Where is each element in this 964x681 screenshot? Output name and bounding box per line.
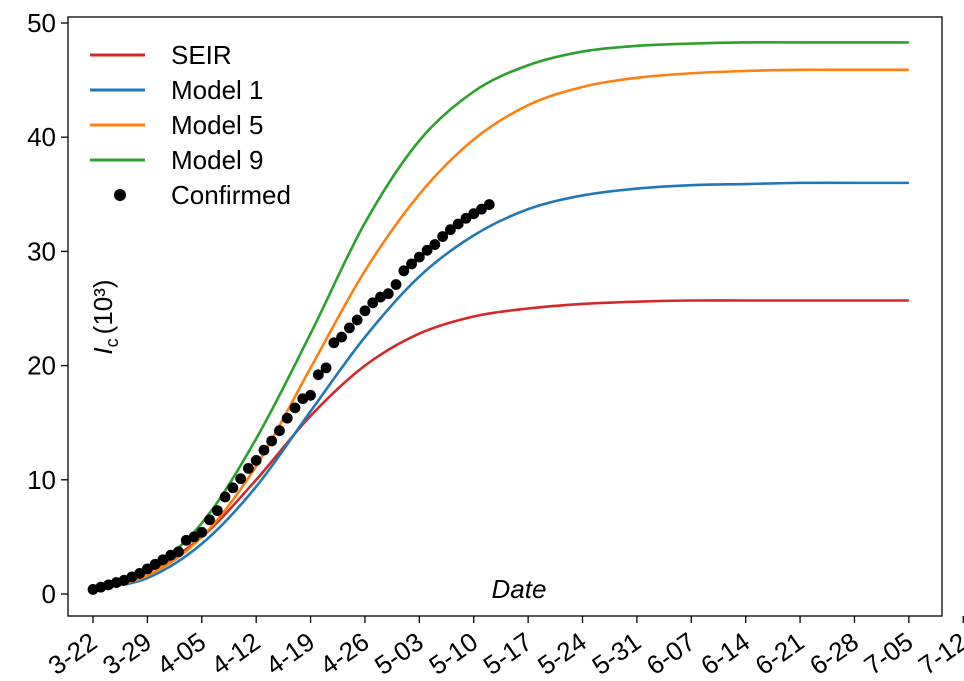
data-point (483, 199, 495, 210)
data-point (460, 212, 472, 224)
data-point (281, 412, 293, 424)
y-axis: 0 10 20 30 40 50 (27, 8, 68, 609)
data-point (359, 305, 371, 317)
legend-label-model-1: Model 1 (171, 75, 264, 105)
data-point (476, 203, 487, 215)
data-point (344, 322, 355, 334)
x-axis: 3-223-294-054-124-194-265-035-105-175-24… (43, 616, 964, 681)
data-point (274, 425, 285, 437)
data-point (445, 224, 456, 236)
legend: SEIR Model 1 Model 5 Model 9 Confirmed (90, 40, 291, 210)
y-tick-label: 50 (27, 8, 56, 38)
y-axis-title: Ic (10³) (88, 279, 122, 354)
data-point (258, 444, 270, 456)
data-point (328, 337, 340, 349)
data-point (429, 239, 441, 250)
data-point (188, 531, 200, 543)
x-tick-label: 6-07 (641, 626, 701, 680)
data-point (413, 251, 425, 263)
data-point (196, 526, 208, 538)
series-line-model-1 (92, 181, 909, 591)
y-tick-label: 40 (27, 122, 56, 152)
x-tick-label: 3-29 (97, 626, 157, 680)
legend-label-model-5: Model 5 (171, 110, 264, 140)
data-point (390, 279, 402, 290)
data-point (227, 482, 239, 494)
data-point (452, 218, 464, 230)
plot-frame (67, 16, 943, 617)
y-tick-label: 30 (27, 236, 56, 266)
data-point (204, 514, 215, 526)
data-point (250, 454, 262, 466)
x-tick-label: 3-22 (43, 626, 103, 680)
data-point (351, 314, 363, 326)
data-point (289, 402, 301, 414)
x-tick-label: 4-19 (260, 626, 320, 680)
x-tick-label: 7-12 (913, 626, 964, 680)
x-tick-label: 4-12 (206, 626, 266, 680)
series-line-model-5 (92, 68, 909, 591)
x-tick-label: 5-17 (478, 626, 538, 680)
data-point (468, 208, 480, 220)
scatter-layer (87, 199, 495, 595)
data-point (157, 554, 169, 566)
y-tick-label: 10 (27, 465, 56, 495)
series-line-seir (92, 299, 909, 591)
legend-label-confirmed: Confirmed (171, 180, 291, 210)
data-point (266, 435, 278, 447)
data-point (312, 369, 324, 381)
data-point (141, 563, 153, 575)
legend-label-seir: SEIR (171, 40, 232, 70)
data-point (173, 546, 184, 558)
x-tick-label: 5-03 (369, 626, 429, 680)
data-point (336, 331, 348, 343)
x-tick-label: 6-21 (750, 626, 810, 680)
x-axis-title: Date (492, 574, 547, 604)
y-axis-title-unit: (10³) (88, 279, 118, 334)
x-tick-label: 5-31 (586, 626, 646, 680)
data-point (367, 297, 379, 309)
legend-label-model-9: Model 9 (171, 145, 264, 175)
x-tick-label: 6-14 (695, 626, 755, 680)
x-tick-label: 4-26 (315, 626, 375, 680)
y-axis-title-main: I (88, 347, 118, 354)
x-tick-label: 5-24 (532, 626, 592, 680)
data-point (243, 462, 254, 474)
data-point (211, 505, 223, 517)
data-point (398, 265, 410, 277)
data-point (320, 362, 332, 374)
data-point (437, 231, 449, 242)
data-point (382, 288, 394, 300)
y-tick-label: 20 (27, 351, 56, 381)
data-point (406, 258, 417, 270)
y-tick-label: 0 (42, 579, 56, 609)
x-tick-label: 7-05 (858, 626, 918, 680)
legend-swatch-confirmed (114, 189, 126, 201)
y-axis-title-sub: c (102, 338, 122, 347)
data-point (305, 389, 316, 401)
data-point (219, 491, 231, 503)
x-tick-label: 4-05 (151, 626, 211, 680)
data-point (149, 558, 161, 570)
data-point (134, 568, 146, 579)
x-tick-label: 5-10 (423, 626, 483, 680)
data-point (235, 473, 247, 485)
x-tick-label: 6-28 (804, 626, 864, 680)
series-points-confirmed (87, 199, 495, 595)
data-point (421, 244, 433, 256)
